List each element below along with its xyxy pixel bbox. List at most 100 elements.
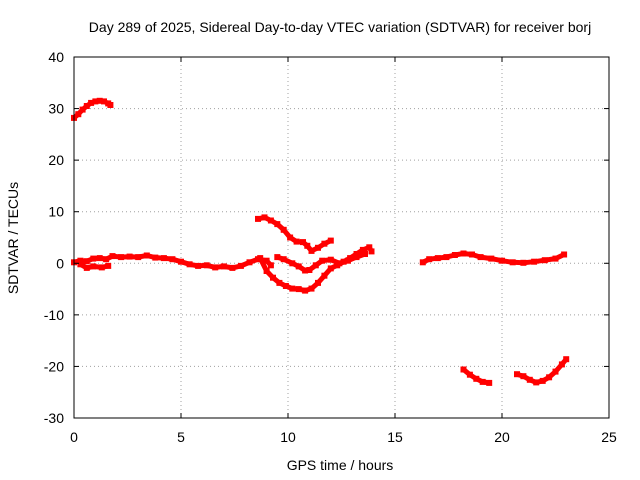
data-point	[105, 262, 112, 269]
data-point	[312, 262, 319, 269]
data-point	[353, 254, 360, 261]
data-point	[103, 256, 110, 263]
data-point	[90, 263, 97, 270]
data-point	[308, 285, 315, 292]
data-point	[479, 378, 486, 385]
data-point	[344, 257, 351, 264]
y-tick-label: 20	[48, 152, 64, 168]
y-tick-label: 40	[48, 49, 64, 65]
data-point	[261, 214, 268, 221]
data-point	[546, 374, 553, 381]
series-arc-7	[420, 251, 567, 266]
data-point	[263, 268, 270, 274]
data-point	[274, 221, 281, 228]
data-point	[477, 254, 484, 261]
x-tick-label: 15	[387, 429, 403, 445]
data-point	[451, 252, 458, 258]
data-point	[460, 250, 467, 257]
data-point	[77, 261, 84, 268]
data-point	[143, 252, 150, 259]
data-point	[499, 257, 505, 264]
x-tick-label: 20	[494, 429, 510, 445]
data-point	[203, 262, 210, 269]
data-point	[280, 226, 287, 233]
data-point	[327, 237, 334, 244]
data-point	[321, 240, 328, 247]
data-point	[526, 376, 533, 383]
data-point	[280, 256, 287, 263]
data-point	[289, 260, 296, 267]
data-point	[353, 251, 360, 257]
data-point	[107, 102, 114, 108]
data-point	[109, 253, 116, 260]
data-point	[304, 242, 311, 249]
data-point	[434, 255, 441, 262]
data-point	[368, 248, 375, 255]
data-point	[308, 247, 315, 254]
data-point	[302, 287, 309, 294]
data-point	[531, 258, 538, 265]
data-point	[552, 368, 559, 375]
data-point	[295, 286, 302, 293]
data-point	[186, 261, 193, 268]
data-point	[563, 356, 570, 363]
data-point	[96, 97, 103, 104]
data-point	[229, 264, 236, 271]
y-axis-title: SDTVAR / TECUs	[5, 182, 21, 294]
data-point	[75, 111, 82, 118]
data-point	[263, 257, 270, 264]
data-point	[362, 251, 368, 257]
x-tick-label: 0	[70, 429, 78, 445]
data-point	[336, 260, 343, 267]
data-point	[419, 259, 426, 266]
data-point	[178, 258, 184, 265]
data-point	[79, 106, 86, 113]
x-tick-label: 5	[177, 429, 185, 445]
data-point	[83, 258, 90, 265]
data-point	[520, 259, 527, 266]
data-point	[366, 244, 373, 251]
grid	[74, 57, 609, 418]
data-point	[289, 285, 296, 292]
plot-frame	[73, 56, 610, 419]
axis-ticks: 0 5 10 15 20 25 -30 -20 -10 0 10 20 30 40	[44, 49, 617, 445]
data-point	[267, 217, 274, 224]
data-point	[509, 259, 516, 266]
data-point	[488, 255, 495, 262]
data-point	[469, 251, 475, 258]
data-point	[118, 254, 125, 261]
data-point	[359, 246, 366, 253]
data-point	[293, 238, 300, 245]
data-point	[321, 272, 328, 279]
data-point	[220, 263, 227, 270]
data-point	[319, 257, 326, 264]
data-point	[101, 98, 107, 105]
data-point	[473, 375, 480, 382]
data-point	[152, 254, 159, 261]
x-tick-label: 10	[280, 429, 296, 445]
data-point	[460, 366, 467, 373]
data-point	[300, 239, 306, 246]
y-tick-label: 10	[48, 204, 64, 220]
y-tick-label: -20	[44, 358, 64, 374]
data-point	[212, 264, 219, 271]
y-tick-label: -10	[44, 307, 64, 323]
y-tick-label: 0	[56, 255, 64, 271]
x-tick-label: 25	[601, 429, 617, 445]
data-point	[255, 215, 261, 222]
data-point	[295, 263, 302, 270]
data-point	[160, 255, 167, 262]
data-point	[302, 267, 309, 274]
y-tick-label: 30	[48, 101, 64, 117]
data-point	[96, 255, 103, 262]
data-point	[83, 103, 90, 109]
data-point	[195, 262, 202, 269]
data-point	[287, 234, 294, 241]
chart-title: Day 289 of 2025, Sidereal Day-to-day VTE…	[89, 19, 591, 35]
data-point	[514, 371, 520, 378]
data-point	[83, 264, 90, 271]
data-point	[169, 256, 176, 263]
data-point	[486, 379, 493, 386]
data-point	[92, 98, 99, 105]
data-point	[274, 254, 281, 261]
